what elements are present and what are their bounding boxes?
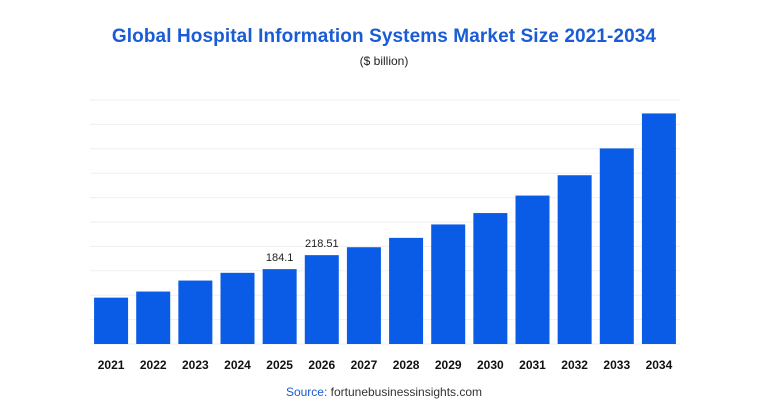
bar-2026 bbox=[304, 255, 339, 344]
chart-title: Global Hospital Information Systems Mark… bbox=[111, 26, 657, 47]
x-tick-label-2029: 2029 bbox=[435, 358, 462, 372]
x-tick-label-2024: 2024 bbox=[224, 358, 251, 372]
x-tick-label-2032: 2032 bbox=[561, 358, 588, 372]
data-label-2025: 184.1 bbox=[266, 252, 294, 264]
bars bbox=[94, 113, 676, 344]
x-tick-label-2033: 2033 bbox=[603, 358, 630, 372]
bar-2030 bbox=[473, 213, 508, 344]
data-label-2026: 218.51 bbox=[305, 238, 339, 250]
bar-2022 bbox=[136, 291, 171, 344]
bar-2023 bbox=[178, 280, 213, 344]
x-tick-label-2021: 2021 bbox=[98, 358, 125, 372]
bar-2033 bbox=[599, 148, 634, 344]
x-tick-label-2027: 2027 bbox=[351, 358, 378, 372]
bar-2027 bbox=[346, 247, 381, 344]
x-tick-label-2026: 2026 bbox=[308, 358, 335, 372]
x-tick-label-2022: 2022 bbox=[140, 358, 167, 372]
x-tick-label-2031: 2031 bbox=[519, 358, 546, 372]
bar-2028 bbox=[389, 237, 424, 344]
source-label: Source: bbox=[285, 385, 328, 399]
source-note: Source: fortunebusinessinsights.com bbox=[0, 385, 768, 399]
bar-2032 bbox=[557, 175, 592, 344]
x-tick-label-2023: 2023 bbox=[182, 358, 209, 372]
source-text: fortunebusinessinsights.com bbox=[330, 385, 483, 399]
bar-2031 bbox=[515, 195, 550, 344]
bar-2029 bbox=[431, 224, 466, 344]
bar-2025 bbox=[262, 269, 297, 344]
chart-subtitle: ($ billion) bbox=[359, 54, 409, 68]
x-tick-label-2025: 2025 bbox=[266, 358, 293, 372]
bar-2021 bbox=[94, 297, 129, 344]
x-tick-label-2028: 2028 bbox=[393, 358, 420, 372]
x-tick-label-2034: 2034 bbox=[646, 358, 673, 372]
bar-2024 bbox=[220, 272, 255, 344]
x-axis-tick-labels: 2021 2022 2023 2024 2025 2026 2027 2028 2029 2030… bbox=[98, 358, 673, 372]
bar-2034 bbox=[641, 113, 676, 344]
x-tick-label-2030: 2030 bbox=[477, 358, 504, 372]
data-labels: 184.1 218.51 bbox=[266, 238, 339, 264]
